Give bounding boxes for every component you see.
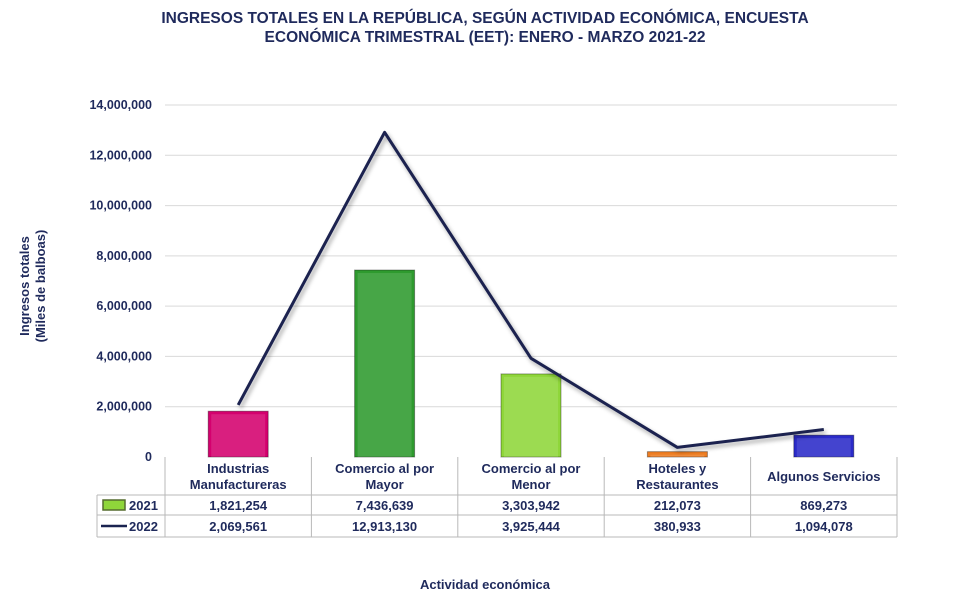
table-value-2022: 2,069,561 [209,519,267,534]
y-tick-label: 2,000,000 [96,400,152,414]
bar-2021-highlight [211,414,266,457]
category-label: Comercio al por [482,461,581,476]
table-value-2021: 7,436,639 [356,498,414,513]
table-value-2022: 3,925,444 [502,519,561,534]
legend-swatch-2021 [102,499,126,511]
bar-2021 [207,410,269,458]
category-label: Mayor [365,477,403,492]
table-value-2021: 1,821,254 [209,498,268,513]
x-axis-label: Actividad económica [419,577,551,592]
table-value-2022: 380,933 [654,519,701,534]
bar-2021-highlight [504,376,558,457]
table-value-2022: 1,094,078 [795,519,853,534]
category-label: Industrias [207,461,269,476]
y-tick-label: 12,000,000 [89,148,152,162]
y-tick-label: 6,000,000 [96,299,152,313]
chart-title-line-2: ECONÓMICA TRIMESTRAL (EET): ENERO - MARZ… [264,29,706,46]
bar-2021 [793,434,855,458]
chart-title-line-1: INGRESOS TOTALES EN LA REPÚBLICA, SEGÚN … [161,10,809,27]
category-label: Hoteles y [648,461,707,476]
category-label: Manufactureras [190,477,287,492]
table-value-2022: 12,913,130 [352,519,417,534]
legend-label-2022: 2022 [129,519,158,534]
table-value-2021: 3,303,942 [502,498,560,513]
y-tick-label: 14,000,000 [89,98,152,112]
bar-2021-highlight [650,454,705,457]
bar-2021-highlight [357,273,412,457]
bar-2021 [354,269,416,458]
table-value-2021: 212,073 [654,498,701,513]
y-axis-ticks: 0 2,000,000 4,000,000 6,000,000 8,000,000 10,… [89,98,152,464]
legend-label-2021: 2021 [129,498,158,513]
bar-2021-highlight [796,438,851,457]
category-label: Algunos Servicios [767,469,880,484]
category-label: Restaurantes [636,477,718,492]
y-tick-label: 4,000,000 [96,349,152,363]
category-label: Menor [512,477,551,492]
table-value-2021: 869,273 [800,498,847,513]
bar-2021 [500,373,562,458]
y-tick-label: 0 [145,450,152,464]
y-tick-label: 8,000,000 [96,249,152,263]
y-tick-label: 10,000,000 [89,199,152,213]
bar-2021 [646,451,708,458]
bars [207,269,855,458]
chart-title: INGRESOS TOTALES EN LA REPÚBLICA, SEGÚN … [0,9,970,47]
gridlines [165,104,897,408]
series-line-2022 [236,130,824,449]
category-label: Comercio al por [335,461,434,476]
